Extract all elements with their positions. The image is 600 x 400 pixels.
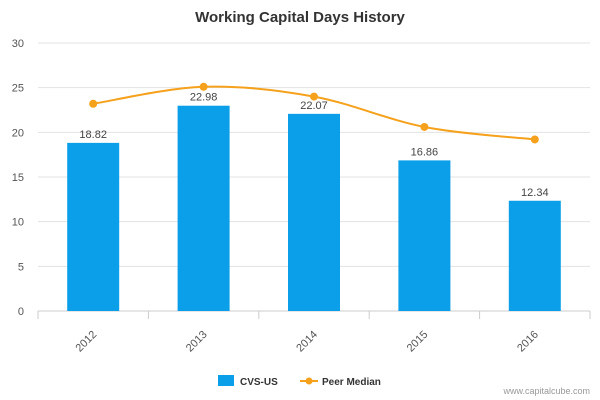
bar-series <box>67 105 561 311</box>
y-tick-label: 20 <box>12 127 24 139</box>
y-axis: 0 5 10 15 20 25 30 <box>12 38 24 318</box>
bar-data-label: 16.86 <box>411 146 439 158</box>
y-tick-label: 15 <box>12 172 24 184</box>
x-tick-label: 2014 <box>294 329 320 355</box>
bar-2016 <box>508 200 561 311</box>
bar-data-label: 22.07 <box>300 100 328 112</box>
bar-2015 <box>398 160 451 311</box>
legend-label-line: Peer Median <box>322 377 381 388</box>
chart-title: Working Capital Days History <box>195 9 405 26</box>
legend: CVS-US Peer Median <box>218 375 381 388</box>
y-tick-label: 10 <box>12 217 24 229</box>
peer-median-point-2013 <box>199 82 208 91</box>
bar-data-label: 18.82 <box>79 129 107 141</box>
x-tick-label: 2015 <box>405 329 431 355</box>
y-tick-label: 25 <box>12 83 24 95</box>
legend-swatch-marker <box>305 377 313 385</box>
bar-2012 <box>67 142 120 311</box>
bar-data-label: 12.34 <box>521 187 549 199</box>
bar-data-label: 22.98 <box>190 92 218 104</box>
peer-median-point-2012 <box>89 99 98 108</box>
bar-data-labels: 18.82 22.98 22.07 16.86 12.34 <box>79 92 548 199</box>
legend-label-bar: CVS-US <box>240 377 278 388</box>
bar-2014 <box>288 113 340 311</box>
line-series <box>89 82 539 144</box>
bar-2013 <box>177 105 230 311</box>
y-tick-label: 30 <box>12 38 24 50</box>
x-tick-label: 2012 <box>74 329 100 355</box>
peer-median-point-2014 <box>310 92 318 101</box>
footer-credit: www.capitalcube.com <box>502 386 590 396</box>
x-tick-label: 2016 <box>515 329 541 355</box>
y-tick-label: 5 <box>18 261 24 273</box>
peer-median-point-2016 <box>530 135 539 144</box>
y-tick-label: 0 <box>18 306 24 318</box>
legend-swatch-bar <box>218 375 234 386</box>
peer-median-point-2015 <box>420 122 429 131</box>
x-tick-label: 2013 <box>184 329 210 355</box>
x-axis: 2012 2013 2014 2015 2016 <box>37 310 591 355</box>
